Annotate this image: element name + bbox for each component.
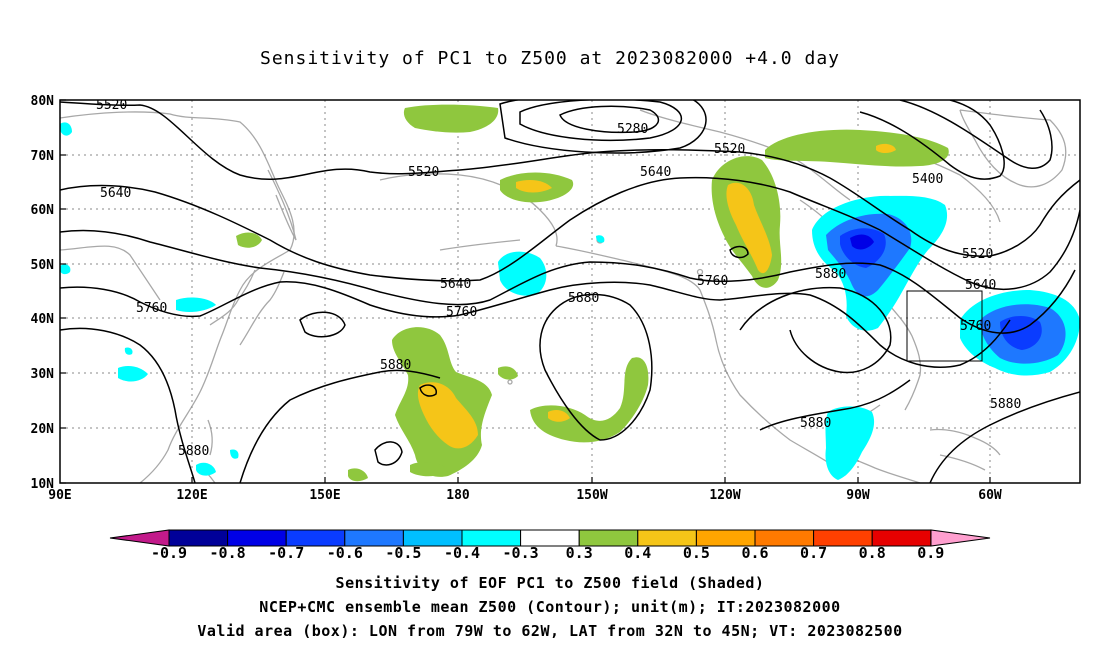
contour-labels: 5520 5520 5520 5520 5280 5400 5640 5640 …	[96, 98, 1021, 459]
z500-contours	[60, 100, 1080, 483]
contour-label-5760: 5760	[446, 305, 477, 320]
contour-label-5640: 5640	[640, 165, 671, 180]
colorbar: -0.9 -0.8 -0.7 -0.6 -0.5 -0.4 -0.3 0.3 0.4 0.5 0.6…	[109, 529, 991, 562]
lon-label: 180	[446, 488, 470, 503]
colorbar-label: -0.5	[385, 544, 421, 562]
negative-region-pacific	[498, 251, 547, 296]
positive-region-north-pacific	[403, 104, 499, 133]
lat-label: 60N	[31, 203, 55, 218]
lat-label: 80N	[31, 94, 55, 109]
contour-label-5520: 5520	[962, 247, 993, 262]
positive-region-arctic	[765, 129, 949, 167]
colorbar-label: -0.6	[327, 544, 363, 562]
colorbar-label: -0.4	[444, 544, 480, 562]
contour-label-5760: 5760	[960, 319, 991, 334]
contour-label-5880: 5880	[815, 267, 846, 282]
contour-label-5640: 5640	[100, 186, 131, 201]
colorbar-label: -0.7	[268, 544, 304, 562]
colorbar-cell	[871, 529, 932, 547]
colorbar-label: -0.8	[210, 544, 246, 562]
colorbar-label: 0.6	[741, 544, 768, 562]
colorbar-label: -0.9	[151, 544, 187, 562]
colorbar-label: -0.3	[503, 544, 539, 562]
lat-label: 50N	[31, 258, 55, 273]
contour-label-5880: 5880	[380, 358, 411, 373]
contour-label-5880: 5880	[568, 291, 599, 306]
sensitivity-shading	[60, 104, 1080, 482]
latitude-axis: 80N 70N 60N 50N 40N 30N 20N 10N	[31, 94, 55, 492]
figure-title: Sensitivity of PC1 to Z500 at 2023082000…	[259, 48, 840, 69]
lon-label: 120E	[176, 488, 207, 503]
contour-label-5400: 5400	[912, 172, 943, 187]
contour-label-5880: 5880	[990, 397, 1021, 412]
colorbar-label: 0.9	[917, 544, 944, 562]
valid-area-box	[906, 290, 983, 362]
lon-label: 150E	[309, 488, 340, 503]
lat-label: 20N	[31, 422, 55, 437]
lon-label: 90E	[48, 488, 71, 503]
tick-marks	[60, 99, 991, 484]
longitude-axis: 90E 120E 150E 180 150W 120W 90W 60W	[48, 488, 1002, 503]
positive-region-siberia	[236, 232, 262, 248]
lat-label: 70N	[31, 149, 55, 164]
colorbar-label: 0.3	[566, 544, 593, 562]
lon-label: 150W	[576, 488, 607, 503]
lat-label: 40N	[31, 312, 55, 327]
colorbar-label: 0.8	[859, 544, 886, 562]
contour-label-5760: 5760	[697, 274, 728, 289]
lon-label: 120W	[709, 488, 740, 503]
contour-5760	[60, 281, 1011, 368]
contour-label-5520: 5520	[408, 165, 439, 180]
contour-label-5760: 5760	[136, 301, 167, 316]
contour-label-5640: 5640	[440, 277, 471, 292]
lon-label: 60W	[978, 488, 1002, 503]
caption-line-2: NCEP+CMC ensemble mean Z500 (Contour); u…	[259, 598, 841, 616]
contour-label-5520: 5520	[714, 142, 745, 157]
caption-line-3: Valid area (box): LON from 79W to 62W, L…	[197, 622, 903, 640]
contour-label-5880: 5880	[178, 444, 209, 459]
plot-frame	[59, 99, 1081, 484]
contour-label-5520: 5520	[96, 98, 127, 113]
contour-5640	[60, 176, 1080, 291]
contour-5880	[239, 369, 441, 483]
contour-5400	[859, 100, 1005, 180]
colorbar-label: 0.4	[624, 544, 651, 562]
colorbar-label: 0.7	[800, 544, 827, 562]
lon-label: 90W	[846, 488, 870, 503]
lat-label: 10N	[31, 477, 55, 492]
contour-5520	[60, 101, 1080, 257]
contour-5280	[559, 105, 660, 134]
caption-line-1: Sensitivity of EOF PC1 to Z500 field (Sh…	[335, 574, 765, 592]
lat-label: 30N	[31, 367, 55, 382]
contour-label-5640: 5640	[965, 278, 996, 293]
negative-region-gulf	[825, 406, 875, 480]
colorbar-label: 0.5	[683, 544, 710, 562]
contour-label-5880: 5880	[800, 416, 831, 431]
contour-label-5280: 5280	[617, 122, 648, 137]
